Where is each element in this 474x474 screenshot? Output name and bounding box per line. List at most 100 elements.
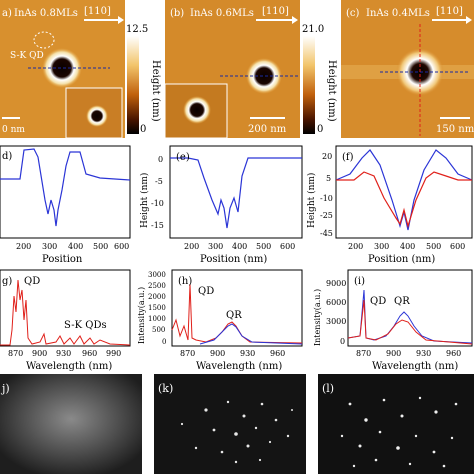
sk-qd-annotation: S-K QD: [10, 51, 44, 61]
svg-text:-10: -10: [151, 199, 164, 208]
afm-panel-b: (b) InAs 0.6MLs [110] 200 nm: [164, 0, 300, 139]
diffraction-spots: [340, 396, 458, 468]
svg-text:200: 200: [16, 242, 31, 251]
svg-text:600: 600: [450, 242, 465, 251]
pl-spectrum-blue: [199, 323, 303, 345]
pl-panel-i: (i) QD QR 9000 6000 3000 0 Intensity(a.u…: [313, 269, 473, 372]
scalebar-a: 0 nm: [2, 125, 25, 135]
qd-label-g: QD: [24, 276, 40, 287]
svg-text:6000: 6000: [326, 298, 346, 307]
xlabel-e: Position (nm): [200, 254, 267, 265]
svg-text:300: 300: [42, 242, 57, 251]
qd-label-h: QD: [198, 286, 214, 297]
sample-label-b: InAs 0.6MLs: [190, 8, 254, 19]
colorbar-1: 12.5 0 Height (nm): [126, 24, 161, 135]
svg-text:12.5: 12.5: [126, 24, 148, 35]
svg-text:300: 300: [208, 242, 223, 251]
svg-text:900: 900: [210, 349, 225, 358]
profile-line-red: [336, 171, 472, 229]
sk-qd-circle: [33, 31, 55, 49]
svg-text:0: 0: [340, 337, 345, 346]
pl-spectrum-blue: [347, 289, 473, 344]
direction-label-b: [110]: [262, 6, 289, 17]
xlabel-h: Wavelength (nm): [196, 361, 282, 372]
panel-label-f: (f): [342, 152, 354, 163]
scalebar-c: 150 nm: [436, 124, 474, 135]
panel-label-k: (k): [158, 382, 173, 395]
svg-text:200: 200: [184, 242, 199, 251]
svg-text:-5: -5: [155, 177, 163, 186]
diffraction-spots: [180, 400, 293, 464]
quantum-ring: [42, 48, 82, 88]
sk-label-g: S-K QDs: [64, 320, 107, 331]
svg-text:960: 960: [82, 349, 97, 358]
panel-label-d: d): [2, 151, 12, 162]
svg-text:900: 900: [386, 349, 401, 358]
svg-text:20: 20: [322, 152, 332, 161]
pl-spectrum-red: [347, 299, 473, 345]
svg-text:3000: 3000: [148, 271, 166, 279]
svg-text:-25: -25: [320, 211, 333, 220]
xlabel-d: Position: [42, 254, 83, 265]
svg-text:930: 930: [240, 349, 255, 358]
qr-label-h: QR: [226, 310, 242, 321]
svg-text:900: 900: [32, 349, 47, 358]
xlabel-f: Position (nm): [368, 254, 435, 265]
svg-text:21.0: 21.0: [302, 24, 324, 35]
svg-text:870: 870: [180, 349, 195, 358]
panel-label-j: j): [0, 382, 10, 395]
ylabel-i: Intensity(a.u.): [313, 289, 322, 346]
svg-text:200: 200: [348, 242, 363, 251]
xlabel-g: Wavelength (nm): [26, 361, 112, 372]
svg-text:0: 0: [162, 338, 166, 346]
pl-panel-g: g) QD S-K QDs 870 900 930 960 990 Wavele…: [0, 269, 131, 372]
afm-panel-c: (c) InAs 0.4MLs [110] 150 nm: [341, 0, 474, 138]
panel-label-e: (e): [176, 152, 190, 163]
xlabel-i: Wavelength (nm): [372, 361, 458, 372]
ylabel-e: Height (nm): [139, 173, 150, 228]
panel-label-g: g): [2, 276, 12, 287]
svg-text:9000: 9000: [326, 279, 346, 288]
ylabel-h: Intensity(a.u.): [137, 287, 146, 344]
profile-panel-e: (e) 0 -5 -10 -15 Height (nm) 200 300 400…: [139, 145, 303, 265]
svg-text:2500: 2500: [148, 282, 166, 290]
svg-text:500: 500: [93, 242, 108, 251]
svg-text:500: 500: [426, 242, 441, 251]
svg-text:930: 930: [416, 349, 431, 358]
svg-text:-15: -15: [151, 221, 164, 230]
profile-line: [0, 148, 131, 227]
svg-text:500: 500: [256, 242, 271, 251]
direction-label-a: [110]: [84, 6, 111, 17]
svg-text:870: 870: [8, 349, 23, 358]
qd-label-i: QD: [370, 296, 386, 307]
svg-text:1500: 1500: [148, 304, 166, 312]
afm-panel-a: S-K QD a) InAs 0.8MLs [110] 0 nm: [0, 0, 125, 139]
colorbar-2: 21.0 0 Height (nm): [302, 24, 337, 135]
pl-panel-h: (h) QD QR 3000 2500 2000 1500 1000 500 0…: [137, 269, 303, 372]
panel-label-a: a): [2, 8, 12, 19]
svg-text:960: 960: [270, 349, 285, 358]
svg-text:990: 990: [106, 349, 121, 358]
sample-label-c: InAs 0.4MLs: [366, 8, 430, 19]
svg-text:870: 870: [356, 349, 371, 358]
svg-text:930: 930: [56, 349, 71, 358]
svg-text:1000: 1000: [148, 315, 166, 323]
svg-text:400: 400: [400, 242, 415, 251]
svg-text:0: 0: [140, 124, 146, 135]
profile-panel-f: (f) 20 5 -10 -25 -45 Height (nm) 200 300…: [306, 145, 473, 265]
svg-text:600: 600: [114, 242, 129, 251]
scalebar-b: 200 nm: [248, 124, 287, 135]
panel-label-h: (h): [178, 276, 192, 287]
svg-text:960: 960: [446, 349, 461, 358]
panel-label-b: (b): [170, 8, 184, 19]
panel-label-i: (i): [354, 276, 365, 287]
svg-text:2000: 2000: [148, 293, 166, 301]
panel-label-c: (c): [346, 8, 360, 19]
diffraction-panel-j: j): [0, 374, 142, 474]
sample-label-a: InAs 0.8MLs: [14, 8, 78, 19]
svg-text:600: 600: [280, 242, 295, 251]
qr-label-i: QR: [394, 296, 410, 307]
svg-text:300: 300: [374, 242, 389, 251]
quantum-ring: [246, 58, 282, 94]
direction-label-c: [110]: [436, 6, 463, 17]
